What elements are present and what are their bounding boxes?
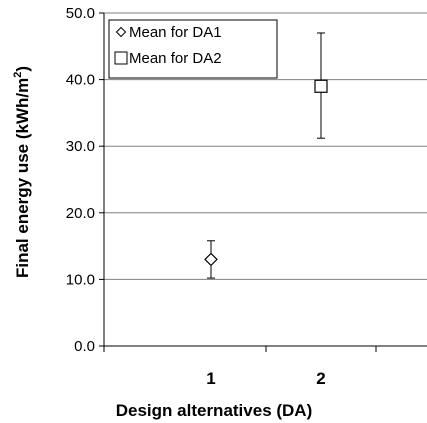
data-point-da2 [314, 79, 328, 93]
x-tick-label: 2 [316, 369, 325, 388]
x-tick-label: 1 [206, 369, 215, 388]
data-points [204, 32, 328, 279]
y-axis-title-end: ) [13, 66, 32, 72]
legend-label-da1: Mean for DA1 [129, 24, 222, 41]
legend-diamond-icon [115, 26, 127, 38]
legend: Mean for DA1 Mean for DA2 [108, 19, 278, 79]
y-axis-ticks: 0.0 10.0 20.0 30.0 40.0 50.0 [66, 5, 104, 355]
legend-square-icon [114, 51, 128, 65]
legend-box [108, 19, 278, 79]
y-tick-label: 40.0 [66, 72, 95, 89]
y-tick-label: 30.0 [66, 138, 95, 155]
y-axis-title-main: Final energy use (kWh/m [13, 78, 32, 278]
x-axis-title: Design alternatives (DA) [116, 401, 313, 420]
y-axis-title-superscript: 2 [12, 72, 24, 78]
y-tick-label: 20.0 [66, 205, 95, 222]
data-point-da1 [204, 252, 218, 267]
y-tick-label: 10.0 [66, 271, 95, 288]
grid-lines [104, 12, 427, 280]
y-tick-label: 50.0 [66, 5, 95, 22]
y-tick-label: 0.0 [74, 338, 95, 355]
y-axis-title: Final energy use (kWh/m2) [12, 66, 32, 278]
legend-label-da2: Mean for DA2 [129, 50, 222, 67]
